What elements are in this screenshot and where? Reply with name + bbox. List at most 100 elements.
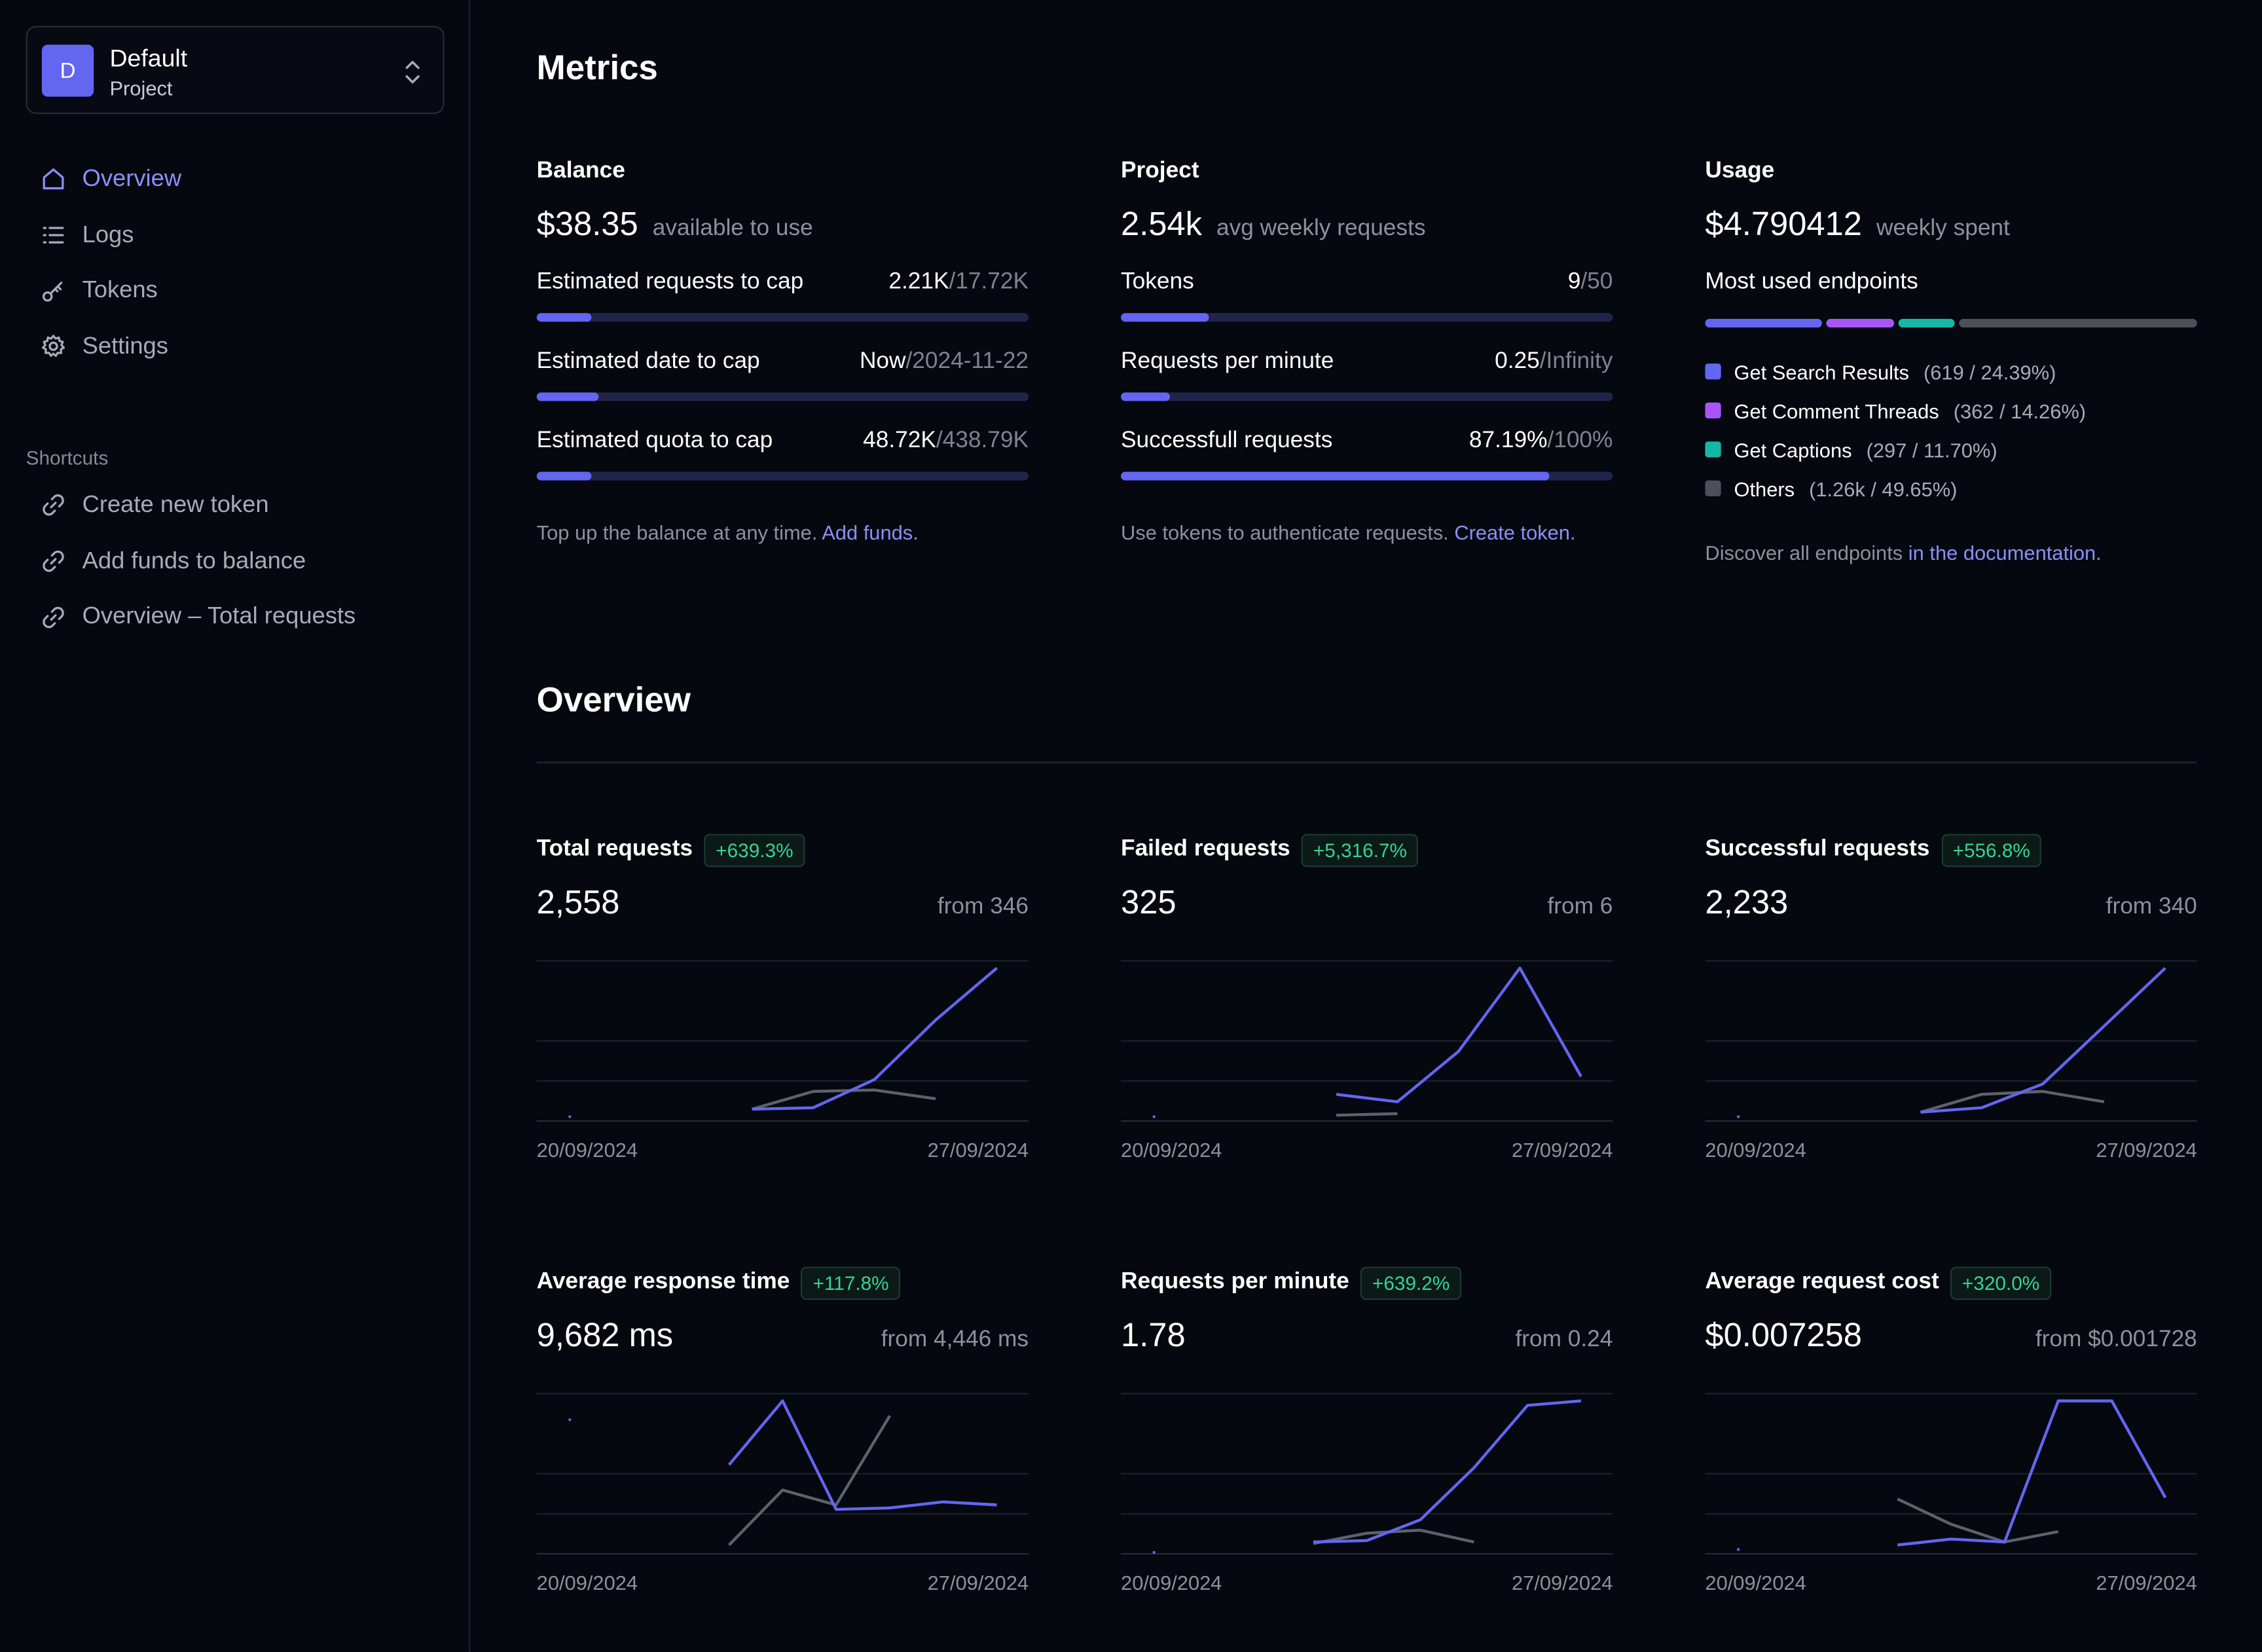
nav-item-logs[interactable]: Logs (26, 208, 445, 263)
progress-row: Estimated date to cap Now/2024-11-22 (536, 349, 1029, 401)
progress-row: Successfull requests 87.19%/100% (1121, 428, 1613, 481)
card-title: Requests per minute (1121, 1269, 1349, 1294)
nav-item-tokens[interactable]: Tokens (26, 263, 445, 319)
legend-item: Get Captions (297 / 11.70%) (1705, 430, 2197, 469)
shortcuts-list: Create new token Add funds to balance Ov… (26, 477, 445, 645)
sparkline-chart (1121, 960, 1613, 1122)
start-date: 20/09/2024 (536, 1138, 638, 1162)
card-title: Average request cost (1705, 1269, 1939, 1294)
usage-value: $4.790412 (1705, 204, 1863, 243)
endpoint-name: Get Captions (1734, 437, 1852, 461)
balance-panel: Balance $38.35 available to use Estimate… (536, 158, 1029, 544)
sparkline-chart (1121, 1393, 1613, 1555)
progress-max: /2024-11-22 (905, 349, 1029, 374)
progress-value: Now (859, 349, 906, 374)
project-title: Project (1121, 158, 1199, 183)
progress-track (1121, 313, 1613, 322)
legend-swatch (1705, 480, 1721, 496)
project-panel: Project 2.54k avg weekly requests Tokens… (1121, 158, 1613, 544)
list-icon (39, 221, 67, 249)
usage-panel: Usage $4.790412 weekly spent Most used e… (1705, 158, 2197, 564)
sparkline-chart (536, 960, 1029, 1122)
current-period-line (1336, 966, 1582, 1103)
progress-track (536, 471, 1029, 481)
endpoint-stat: (619 / 24.39%) (1923, 359, 2056, 384)
gear-icon (39, 333, 67, 361)
add-funds-link[interactable]: Add funds. (822, 521, 919, 544)
start-date: 20/09/2024 (1121, 1138, 1222, 1162)
end-date: 27/09/2024 (1511, 1138, 1613, 1162)
card-title: Total requests (536, 836, 693, 862)
change-badge: +117.8% (801, 1266, 901, 1300)
shortcuts-heading: Shortcuts (26, 447, 109, 469)
endpoint-name: Others (1734, 477, 1795, 500)
progress-max: /438.79K (936, 428, 1029, 453)
usage-subtitle: weekly spent (1876, 216, 2010, 241)
previous-period-line (1336, 1112, 1398, 1117)
usage-note: Discover all endpoints in the documentat… (1705, 541, 2197, 564)
card-title: Failed requests (1121, 836, 1290, 862)
nav-item-overview[interactable]: Overview (26, 151, 445, 207)
data-point (568, 1115, 572, 1118)
change-badge: +5,316.7% (1302, 833, 1419, 867)
nav-label: Tokens (82, 277, 158, 304)
project-switcher[interactable]: D Default Project (26, 26, 445, 115)
section-divider (536, 762, 2197, 763)
link-icon (39, 547, 67, 576)
shortcut-create-token[interactable]: Create new token (26, 477, 445, 533)
progress-track (536, 392, 1029, 401)
endpoints-share-bar (1705, 318, 2197, 328)
endpoint-stat: (297 / 11.70%) (1866, 437, 1997, 461)
card-value: 1.78 (1121, 1315, 1186, 1353)
stat-card[interactable]: Average response time +117.8% 9,682 ms from… (536, 1264, 1029, 1610)
endpoint-share-segment (1899, 318, 1955, 328)
key-icon (39, 276, 67, 305)
metrics-heading: Metrics (536, 48, 658, 88)
current-period-line (1313, 1399, 1582, 1544)
previous-period-line (1920, 1090, 2105, 1114)
progress-fill (536, 471, 591, 481)
endpoint-stat: (362 / 14.26%) (1953, 399, 2087, 422)
change-badge: +639.2% (1360, 1266, 1461, 1300)
progress-label: Estimated requests to cap (536, 270, 804, 295)
stat-card[interactable]: Failed requests +5,316.7% 325 from 6 20/09/2… (1121, 831, 1613, 1177)
note-text: Top up the balance at any time. (536, 521, 818, 544)
create-token-link[interactable]: Create token. (1454, 521, 1576, 544)
card-previous-value: from 6 (1547, 894, 1613, 919)
shortcut-label: Overview – Total requests (82, 603, 356, 630)
card-previous-value: from 340 (2106, 894, 2197, 919)
project-subtitle: avg weekly requests (1216, 216, 1426, 241)
stat-card[interactable]: Requests per minute +639.2% 1.78 from 0.24 2… (1121, 1264, 1613, 1610)
current-period-line (752, 966, 998, 1111)
change-badge: +320.0% (1950, 1266, 2051, 1300)
main-nav: Overview Logs Tokens (26, 151, 445, 375)
progress-value: 9 (1567, 270, 1581, 295)
end-date: 27/09/2024 (927, 1571, 1029, 1594)
card-value: 325 (1121, 883, 1177, 921)
card-title: Average response time (536, 1269, 790, 1294)
note-text: Discover all endpoints (1705, 541, 1903, 564)
shortcut-add-funds[interactable]: Add funds to balance (26, 534, 445, 589)
current-period-line (1920, 966, 2166, 1114)
nav-item-settings[interactable]: Settings (26, 319, 445, 375)
shortcut-label: Add funds to balance (82, 547, 306, 574)
stat-card[interactable]: Total requests +639.3% 2,558 from 346 20/09/… (536, 831, 1029, 1177)
stat-card[interactable]: Average request cost +320.0% $0.007258 from… (1705, 1264, 2197, 1610)
previous-period-line (752, 1088, 936, 1111)
sidebar: D Default Project Overview (0, 0, 471, 1652)
card-previous-value: from $0.001728 (2035, 1327, 2197, 1352)
progress-label: Estimated date to cap (536, 349, 760, 374)
project-name: Default (109, 45, 188, 73)
endpoint-share-segment (1705, 318, 1822, 328)
stat-card[interactable]: Successful requests +556.8% 2,233 from 340 2… (1705, 831, 2197, 1177)
progress-max: /50 (1580, 270, 1613, 295)
card-value: 9,682 ms (536, 1315, 674, 1353)
legend-item: Get Search Results (619 / 24.39%) (1705, 352, 2197, 391)
shortcut-total-requests[interactable]: Overview – Total requests (26, 589, 445, 645)
balance-subtitle: available to use (652, 216, 813, 241)
progress-row: Estimated requests to cap 2.21K/17.72K (536, 270, 1029, 322)
progress-fill (1121, 392, 1171, 401)
previous-period-line (1897, 1497, 2059, 1544)
documentation-link[interactable]: in the documentation. (1908, 541, 2102, 564)
sparkline-chart (536, 1393, 1029, 1555)
